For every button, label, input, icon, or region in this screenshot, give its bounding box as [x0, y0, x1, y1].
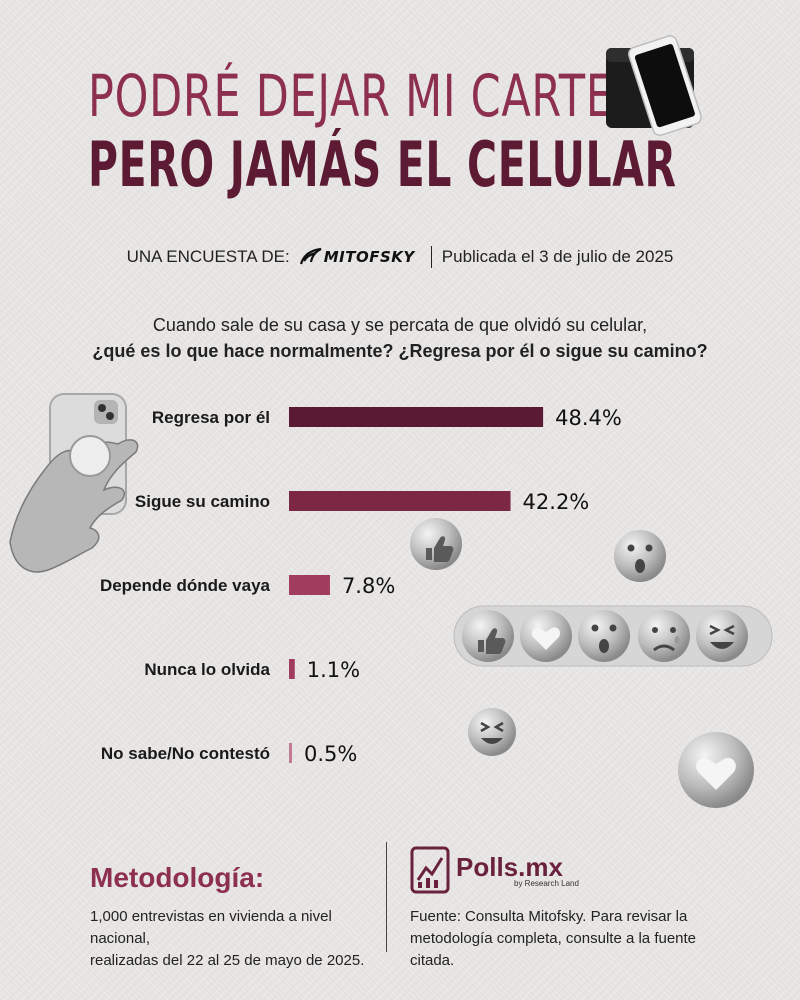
publish-date: Publicada el 3 de julio de 2025	[441, 247, 674, 266]
reactions-decoration	[410, 518, 773, 808]
sad-icon	[638, 610, 690, 662]
floating-wow-icon	[614, 530, 666, 582]
bar-value-label: 0.5%	[304, 742, 357, 766]
headline-line-2: PERO JAMÁS EL CELULAR	[88, 128, 677, 201]
wow-icon	[578, 610, 630, 662]
bar	[289, 575, 330, 595]
bar	[289, 659, 295, 679]
methodology-line-1: 1,000 entrevistas en vivienda a nivel na…	[90, 908, 332, 947]
bar-chart: Regresa por él 48.4% Sigue su camino 42.2% D…	[100, 406, 622, 766]
heart-icon	[520, 610, 572, 662]
polls-logo: Polls.mx by Research Land	[410, 846, 579, 894]
question-line-1: Cuando sale de su casa y se percata de q…	[152, 315, 648, 335]
bar-category-label: Regresa por él	[152, 408, 270, 427]
byline-separator	[430, 246, 432, 268]
like-icon	[462, 610, 514, 662]
polls-logo-icon	[410, 846, 450, 894]
methodology-line-2: realizadas del 22 al 25 de mayo de 2025.	[90, 952, 365, 969]
bar-category-label: Nunca lo olvida	[144, 660, 270, 679]
mitofsky-logo-mark-icon	[299, 247, 322, 265]
source-line-2: metodología completa, consulte a la fuen…	[410, 930, 697, 969]
hand-phone-icon	[9, 393, 139, 573]
floating-laugh-icon	[468, 708, 516, 756]
floating-heart-icon	[678, 732, 754, 808]
headline-line-1: PODRÉ DEJAR MI CARTERA,	[88, 62, 688, 130]
survey-question: Cuando sale de su casa y se percata de q…	[0, 312, 800, 364]
source-text: Fuente: Consulta Mitofsky. Para revisar …	[410, 906, 740, 972]
bar-category-label: Sigue su camino	[135, 492, 270, 511]
wallet-phone-icon	[606, 35, 702, 136]
bar	[289, 407, 544, 427]
bar-value-label: 1.1%	[307, 658, 360, 682]
bar	[289, 491, 511, 511]
methodology-title: Metodología:	[90, 862, 265, 893]
byline: UNA ENCUESTA DE: MITOFSKY Publicada el 3…	[0, 246, 800, 268]
bar-category-label: Depende dónde vaya	[100, 576, 271, 595]
footer-divider	[386, 842, 387, 952]
mitofsky-logo: MITOFSKY	[298, 246, 415, 268]
bar-value-label: 7.8%	[342, 574, 395, 598]
floating-like-icon	[410, 518, 462, 570]
bar	[289, 743, 292, 763]
methodology-text: 1,000 entrevistas en vivienda a nivel na…	[90, 906, 390, 972]
question-line-2: ¿qué es lo que hace normalmente? ¿Regres…	[92, 341, 708, 361]
source-line-1: Fuente: Consulta Mitofsky. Para revisar …	[410, 908, 688, 925]
laugh-icon	[696, 610, 748, 662]
bar-value-label: 42.2%	[523, 490, 590, 514]
bar-category-label: No sabe/No contestó	[101, 744, 270, 763]
polls-brand: Polls.mx	[456, 851, 563, 882]
mitofsky-logo-text: MITOFSKY	[323, 248, 415, 266]
polls-brand-sub: by Research Land	[514, 878, 579, 888]
byline-prefix: UNA ENCUESTA DE:	[126, 247, 290, 266]
bar-value-label: 48.4%	[555, 406, 622, 430]
